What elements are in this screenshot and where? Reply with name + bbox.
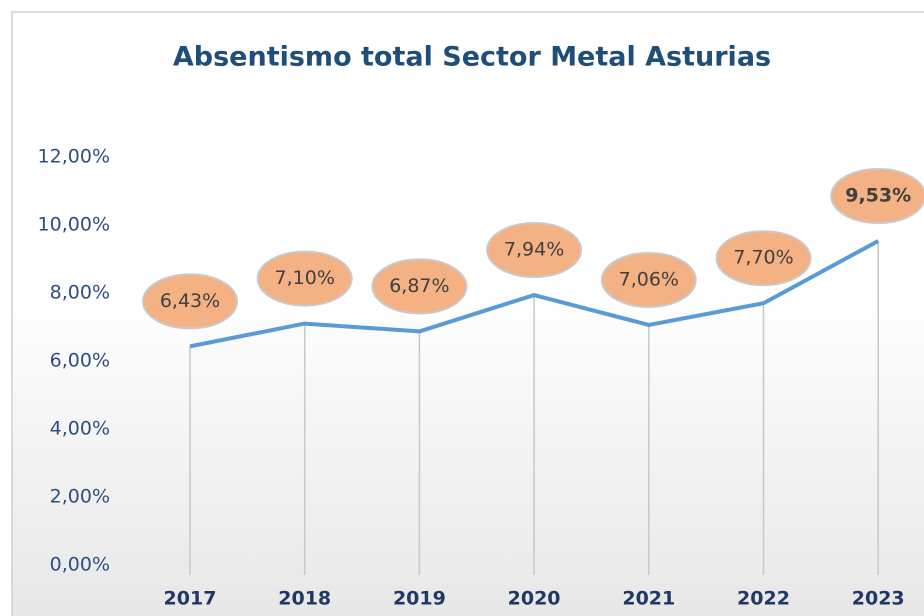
- label-bubble: [371, 258, 468, 315]
- x-tick-label: 2018: [278, 588, 331, 610]
- label-bubble: [600, 251, 697, 308]
- x-tick-label: 2023: [852, 588, 905, 610]
- x-tick-label: 2019: [393, 588, 446, 610]
- data-label: 6,43%: [160, 290, 220, 312]
- label-bubble: [256, 250, 353, 307]
- series-line: [189, 239, 880, 349]
- x-tick-label: 2017: [164, 588, 217, 610]
- label-bubble: [830, 167, 924, 224]
- x-tick-label: 2021: [622, 588, 675, 610]
- y-tick-label: 8,00%: [50, 282, 110, 304]
- data-label: 7,94%: [504, 239, 564, 261]
- data-label: 9,53%: [845, 184, 911, 206]
- y-tick-label: 0,00%: [50, 554, 110, 576]
- data-label: 6,87%: [389, 275, 449, 297]
- data-label: 7,70%: [733, 247, 793, 269]
- label-bubble: [715, 230, 812, 287]
- chart-title: Absentismo total Sector Metal Asturias: [173, 42, 771, 73]
- x-tick-label: 2022: [737, 588, 790, 610]
- data-label: 7,06%: [619, 268, 679, 290]
- plot-area: 0,00% 2,00% 4,00% 6,00% 8,00% 10,00% 12,00% 6,4…: [38, 146, 924, 610]
- y-tick-label: 12,00%: [38, 146, 110, 168]
- x-tick-label: 2020: [508, 588, 561, 610]
- data-label: 7,10%: [275, 267, 335, 289]
- label-bubble: [486, 222, 583, 279]
- y-tick-label: 2,00%: [50, 486, 110, 508]
- y-tick-label: 10,00%: [38, 214, 110, 236]
- label-bubble: [142, 273, 238, 330]
- y-tick-label: 4,00%: [50, 418, 110, 440]
- y-tick-label: 6,00%: [50, 350, 110, 372]
